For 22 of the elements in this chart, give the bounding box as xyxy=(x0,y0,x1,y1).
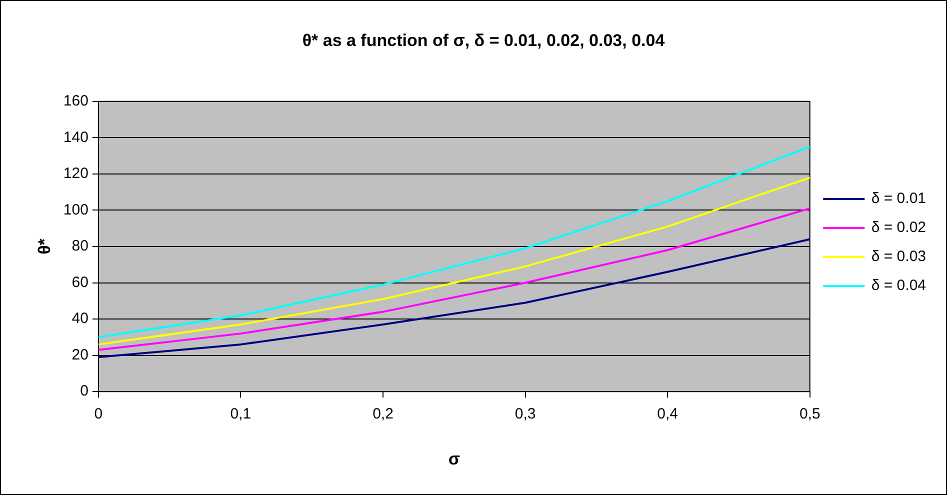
legend-label: δ = 0.03 xyxy=(871,248,926,266)
y-tick-label: 140 xyxy=(63,128,88,146)
x-tick-label: 0,4 xyxy=(657,406,678,423)
x-tick-label: 0,3 xyxy=(514,406,536,423)
x-tick-label: 0 xyxy=(94,406,103,423)
x-tick-label: 0,5 xyxy=(799,406,820,423)
y-tick-label: 100 xyxy=(63,201,88,218)
y-tick-label: 80 xyxy=(72,238,88,255)
x-tick-label: 0,2 xyxy=(372,406,394,423)
legend-label: δ = 0.02 xyxy=(871,219,926,236)
chart-title: θ* as a function of σ, δ = 0.01, 0.02, 0.03, 0.04 xyxy=(302,30,666,50)
legend-label: δ = 0.01 xyxy=(871,190,926,208)
y-tick-label: 20 xyxy=(72,346,88,364)
y-tick-label: 160 xyxy=(63,92,88,110)
y-tick-label: 40 xyxy=(72,310,88,328)
x-tick-label: 0,1 xyxy=(230,406,252,423)
y-axis-title: θ* xyxy=(34,238,54,254)
legend-label: δ = 0.04 xyxy=(871,277,926,294)
y-tick-label: 120 xyxy=(63,165,88,182)
y-tick-label: 0 xyxy=(80,382,88,400)
x-axis-title: σ xyxy=(448,449,460,468)
y-tick-label: 60 xyxy=(72,274,88,291)
